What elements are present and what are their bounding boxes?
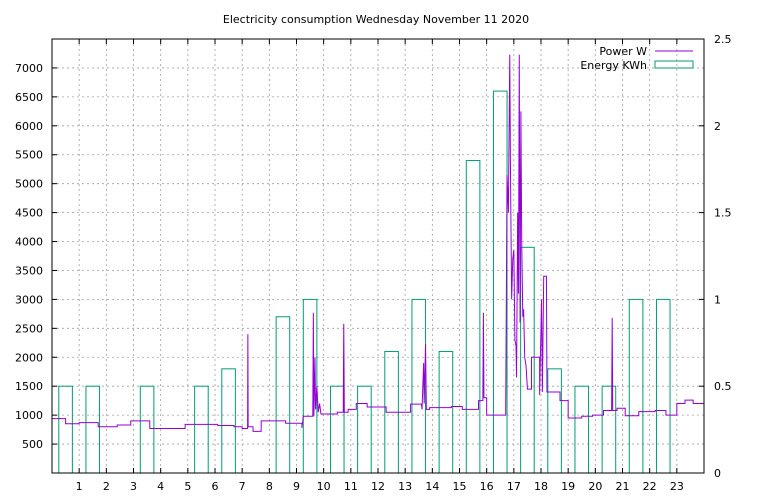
x-tick-label: 15	[453, 480, 467, 493]
y-tick-label-left: 4500	[15, 207, 43, 220]
energy-bar	[85, 385, 101, 474]
y-tick-label-right: 2	[714, 120, 721, 133]
legend-power-label: Power W	[599, 45, 647, 58]
y-tick-label-left: 2000	[15, 351, 43, 364]
legend-energy-swatch	[654, 60, 694, 69]
y-tick-label-right: 2.5	[714, 33, 732, 46]
energy-bar	[139, 385, 155, 474]
y-tick-label-left: 3000	[15, 293, 43, 306]
x-tick-label: 3	[130, 480, 137, 493]
energy-bar	[357, 385, 372, 474]
y-tick-label-left: 3500	[15, 264, 43, 277]
y-tick-label-left: 7000	[15, 62, 43, 75]
y-tick-label-right: 0	[714, 467, 721, 480]
x-tick-label: 20	[588, 480, 602, 493]
energy-bars	[58, 90, 671, 474]
power-line-layer	[52, 54, 704, 432]
energy-bar	[275, 316, 291, 474]
y-tick-label-left: 500	[22, 438, 43, 451]
x-tick-label: 9	[293, 480, 300, 493]
x-tick-label: 11	[344, 480, 358, 493]
x-tick-label: 5	[184, 480, 191, 493]
grid	[52, 39, 704, 473]
y-tick-label-right: 1.5	[714, 207, 732, 220]
x-tick-label: 23	[670, 480, 684, 493]
energy-bar	[574, 385, 590, 474]
chart-title: Electricity consumption Wednesday Novemb…	[223, 13, 529, 26]
x-tick-label: 10	[317, 480, 331, 493]
y-tick-label-left: 1500	[15, 380, 43, 393]
legend-energy-label: Energy KWh	[580, 59, 647, 72]
x-tick-label: 16	[480, 480, 494, 493]
y-tick-label-right: 1	[714, 293, 721, 306]
energy-bar	[438, 350, 454, 474]
y-tick-label-left: 2500	[15, 322, 43, 335]
y-tick-label-right: 0.5	[714, 380, 732, 393]
x-tick-label: 6	[212, 480, 219, 493]
y-tick-label-left: 5500	[15, 149, 43, 162]
x-tick-label: 18	[534, 480, 548, 493]
x-tick-label: 19	[561, 480, 575, 493]
x-tick-label: 21	[616, 480, 630, 493]
x-tick-label: 8	[266, 480, 273, 493]
energy-bar	[628, 298, 644, 474]
x-tick-label: 22	[643, 480, 657, 493]
y-tick-label-left: 6000	[15, 120, 43, 133]
energy-bar	[601, 385, 617, 474]
energy-bar	[58, 385, 73, 474]
energy-bar	[465, 160, 481, 474]
x-tick-label: 4	[157, 480, 164, 493]
energy-bar	[194, 385, 209, 474]
energy-bar	[492, 90, 508, 474]
x-tick-label: 12	[371, 480, 385, 493]
axes: 1 2 3 4 5 6 7 8 9 10 11 12 13 14 15 16 17 18 19 20 21 22 23500…	[15, 33, 732, 493]
x-tick-label: 7	[239, 480, 246, 493]
y-tick-label-left: 4000	[15, 236, 43, 249]
energy-bar	[547, 368, 562, 474]
y-tick-label-left: 6500	[15, 91, 43, 104]
x-tick-label: 2	[103, 480, 110, 493]
power-line	[52, 54, 704, 432]
x-tick-label: 14	[425, 480, 439, 493]
energy-bar	[221, 368, 236, 474]
legend: Power W Energy KWh	[580, 45, 694, 72]
x-tick-label: 1	[76, 480, 83, 493]
y-tick-label-left: 1000	[15, 409, 43, 422]
x-tick-label: 13	[398, 480, 412, 493]
x-tick-label: 17	[507, 480, 521, 493]
energy-bar	[329, 385, 345, 474]
y-tick-label-left: 5000	[15, 178, 43, 191]
